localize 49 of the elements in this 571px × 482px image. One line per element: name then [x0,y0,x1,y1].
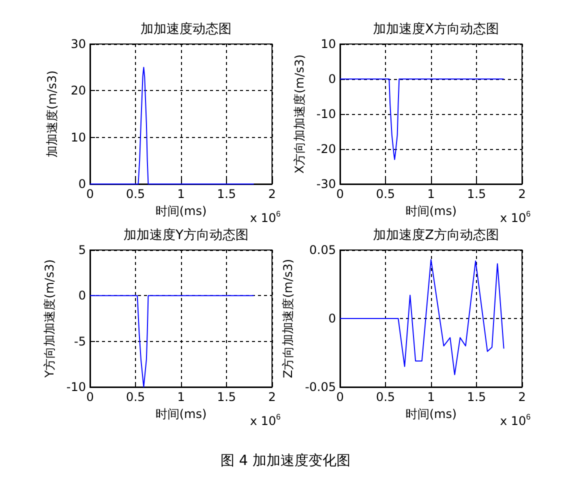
x-tick-label: 2 [268,390,276,404]
x-tick-label: 2 [268,187,276,201]
y-axis-title: Y方向加加速度(m/s3) [42,259,56,379]
x-axis-title: 时间(ms) [405,204,457,218]
x-axis-title: 时间(ms) [155,406,207,421]
chart-title: 加加速度Z方向动态图 [373,227,499,243]
x-tick-label: 1.5 [466,187,486,201]
y-axis-title: Z方向加加速度(m/s3) [281,258,296,378]
y-tick-label: 0 [328,72,336,86]
chart-title: 加加速度X方向动态图 [373,21,499,37]
x-tick-label: 0.5 [376,390,396,404]
y-tick-label: 0.05 [309,243,336,257]
x-tick-label: 2 [518,187,526,201]
x-tick-label: 0.5 [126,187,146,201]
y-tick-label: 10 [320,37,336,51]
y-tick-label: 0 [328,312,336,326]
y-tick-label: 10 [70,130,86,144]
y-tick-label: 5 [78,243,86,257]
line-series [340,259,504,376]
y-tick-label: 0 [78,288,86,303]
x-tick-label: 0.5 [126,390,146,404]
x-tick-label: 1.5 [216,187,236,201]
y-tick-label: -5 [74,334,86,348]
x-tick-label: 1 [427,187,435,201]
x-tick-label: 1 [177,390,185,404]
y-tick-label: 0 [78,177,86,191]
chart-title: 加加速度动态图 [140,21,232,37]
x-tick-label: 1.5 [466,390,486,404]
y-axis-title: 加加速度(m/s3) [45,70,59,158]
y-tick-label: -0.05 [304,380,336,394]
y-tick-label: -10 [316,107,336,121]
chart-title: 加加速度Y方向动态图 [124,227,248,243]
x-tick-label: 2 [518,390,526,404]
y-tick-label: 20 [70,84,86,98]
y-axis-title: X方向加加速度(m/s3) [292,54,306,174]
x-axis-title: 时间(ms) [155,204,207,218]
caption: 图 4 加加速度变化图 [220,452,352,470]
x-tick-label: 1.5 [216,390,236,404]
line-series [340,78,504,160]
y-tick-label: -30 [316,177,336,191]
y-tick-label: 30 [70,37,86,51]
y-tick-label: -20 [316,142,336,156]
line-series [90,295,254,388]
line-series [90,66,254,184]
x-tick-label: 1 [427,390,435,404]
y-tick-label: -10 [66,380,86,394]
x-tick-label: 1 [177,187,185,201]
x-axis-title: 时间(ms) [405,406,457,421]
x-tick-label: 0.5 [376,187,396,201]
